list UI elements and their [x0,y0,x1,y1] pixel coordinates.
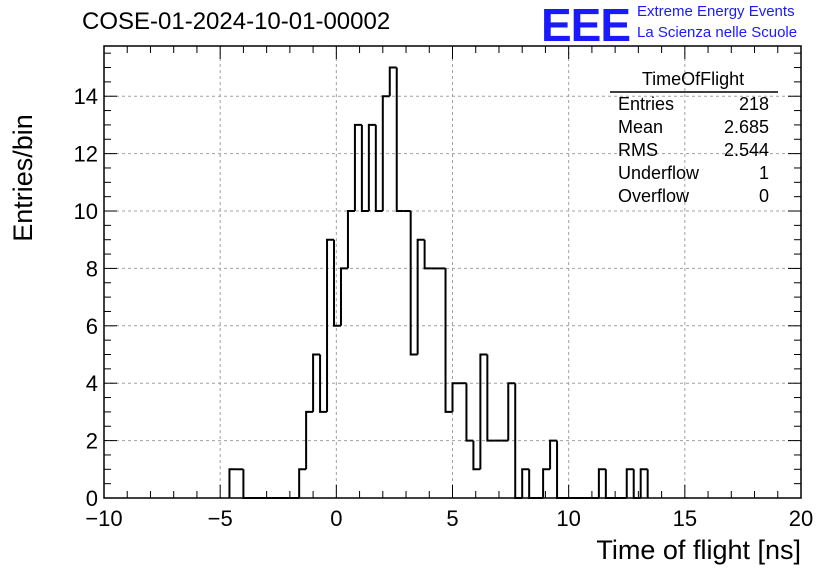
histogram-bin [353,123,362,212]
histogram-bin [339,267,348,326]
stats-overflow-value: 0 [759,186,769,206]
histogram-bin [472,440,481,471]
histogram-bin [479,353,488,470]
y-tick-label: 8 [86,256,98,281]
histogram-bin [465,383,474,442]
histogram-bin [242,469,251,499]
histogram-bin [228,468,237,498]
stats-box: TimeOfFlight Entries 218 Mean 2.685 RMS … [610,69,778,206]
run-title: COSE-01-2024-10-01-00002 [82,8,391,35]
histogram-bin [395,67,404,213]
x-tick-label: 0 [330,506,342,531]
histogram-bin [312,353,321,412]
stats-rms-label: RMS [618,140,658,160]
histogram-bin [604,469,613,499]
grid-layer [104,46,801,498]
y-tick-label: 14 [74,84,98,109]
y-tick-label: 4 [86,371,98,396]
x-tick-label: 15 [673,506,697,531]
histogram-bin [409,211,418,356]
histogram-bin [388,66,397,97]
eee-logo: EEE [541,0,631,51]
logo-subtitle-line2: La Scienza nelle Scuole [637,24,798,41]
stats-rms-value: 2.544 [724,140,769,160]
histogram-bin [444,268,453,413]
plot-frame [103,45,802,499]
stats-entries-value: 218 [739,94,769,114]
histogram-bin [326,238,335,412]
x-tick-label: −5 [208,506,233,531]
histogram-bin [333,239,341,327]
x-tick-labels: −10 −5 0 5 10 15 20 [85,506,813,531]
y-tick-label: 6 [86,314,98,339]
histogram-bin [632,469,641,499]
histogram-bin [639,468,648,498]
x-axis-title: Time of flight [ns] [596,535,801,565]
histogram-bin [542,468,551,498]
histogram-bin [423,239,432,270]
histogram-bin [346,210,355,269]
stats-underflow-label: Underflow [618,163,700,183]
stats-box-title: TimeOfFlight [642,69,744,89]
y-tick-label: 10 [74,199,98,224]
stats-mean-value: 2.685 [724,117,769,137]
histogram-bin [597,468,606,498]
histogram-bin [319,354,328,413]
stats-mean-label: Mean [618,117,663,137]
histogram-bin [416,238,425,355]
histogram-bin [298,468,307,498]
stats-overflow-label: Overflow [618,186,690,206]
histogram-bin [556,440,565,499]
histogram-bin [451,382,460,412]
histogram-bin [549,439,558,470]
histogram-bin [521,468,530,498]
histogram-bin [507,382,516,441]
histogram-bin [305,410,314,470]
stats-underflow-value: 1 [759,163,769,183]
histogram-bin [528,469,537,499]
y-tick-label: 12 [74,142,98,167]
stats-entries-label: Entries [618,94,674,114]
y-tick-labels: 0 2 4 6 8 10 12 14 [74,84,98,511]
histogram-bin [381,95,390,212]
y-tick-label: 2 [86,429,98,454]
histogram-bin [486,354,495,442]
logo-subtitle-line1: Extreme Energy Events [637,3,795,20]
y-tick-label: 0 [86,486,98,511]
histogram-bin [367,123,376,212]
histogram-bin [360,124,369,213]
histogram-layer [228,66,649,499]
x-tick-label: 5 [446,506,458,531]
x-tick-label: −10 [85,506,122,531]
y-axis-title: Entries/bin [8,114,38,242]
x-tick-label: 20 [789,506,813,531]
histogram-bin [625,468,634,498]
histogram-bin [374,124,383,213]
x-tick-label: 10 [556,506,580,531]
